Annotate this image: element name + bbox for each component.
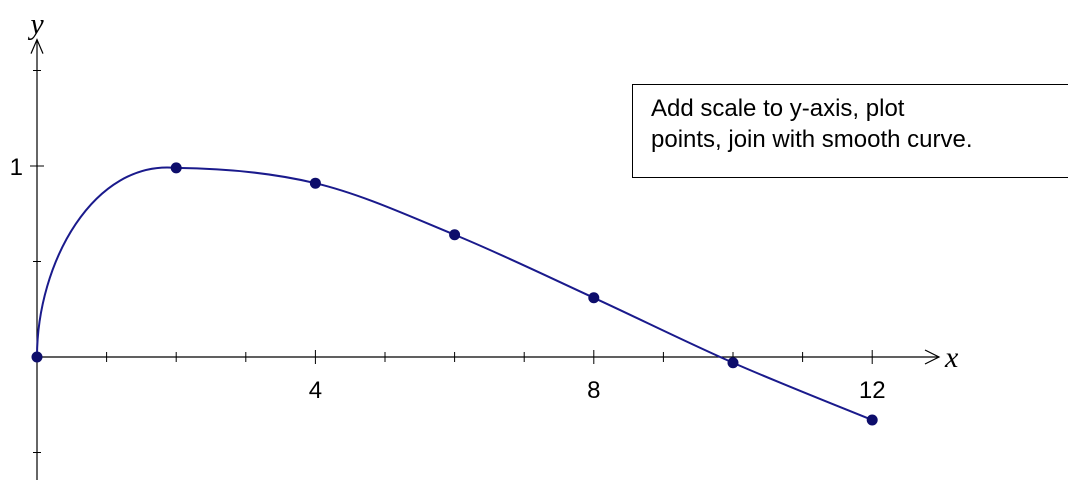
y-axis-arrow-up <box>30 38 44 54</box>
data-point <box>31 351 43 363</box>
y-tick-label: 1 <box>10 154 23 181</box>
x-axis-label: x <box>944 341 959 374</box>
annotation-box: Add scale to y-axis, plot points, join w… <box>632 84 1068 178</box>
axes <box>30 38 941 480</box>
x-tick-label: 4 <box>309 377 322 404</box>
x-tick-label: 8 <box>587 377 600 404</box>
data-points <box>31 162 878 426</box>
series-line <box>36 166 873 421</box>
data-point <box>866 414 878 426</box>
data-point <box>170 162 182 174</box>
data-point <box>449 229 461 241</box>
y-axis-label: y <box>27 8 44 41</box>
x-axis-arrow <box>924 349 941 365</box>
curve-layer <box>36 166 873 421</box>
data-point <box>309 177 321 189</box>
axis-labels: 4 8 12 1 x y <box>10 8 959 404</box>
x-tick-label: 12 <box>859 377 886 404</box>
data-point <box>727 357 739 369</box>
data-point <box>588 292 600 304</box>
